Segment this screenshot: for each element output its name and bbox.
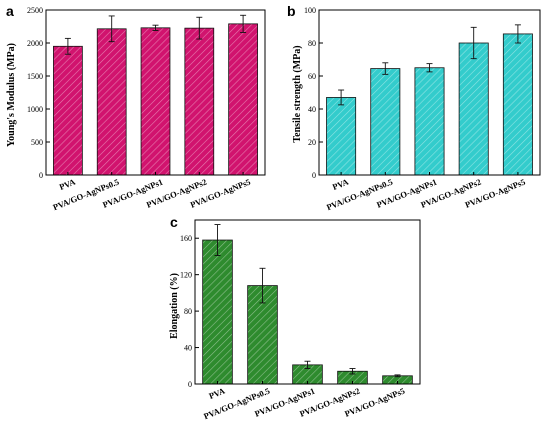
error-bar-b-0 bbox=[338, 89, 345, 106]
panel-label-c: c bbox=[170, 214, 178, 230]
error-bar-b-4 bbox=[514, 24, 521, 44]
chart-panel-b: b Tensile strength (MPa) PVAPVA/GO-AgNPs… bbox=[287, 3, 541, 212]
bar-b-3 bbox=[458, 42, 489, 176]
bar-b-1 bbox=[370, 68, 401, 176]
y-tick-label-a-5: 2500 bbox=[27, 6, 43, 15]
y-tick-label-b-1: 20 bbox=[308, 138, 316, 147]
error-bar-a-4 bbox=[240, 14, 247, 33]
y-tick-label-a-3: 1500 bbox=[27, 72, 43, 81]
y-tick-label-a-4: 2000 bbox=[27, 39, 43, 48]
bar-b-2 bbox=[414, 67, 445, 176]
y-tick-label-c-1: 40 bbox=[184, 344, 192, 353]
bar-a-3 bbox=[184, 27, 215, 176]
bar-b-0 bbox=[326, 97, 357, 176]
y-tick-label-a-2: 1000 bbox=[27, 105, 43, 114]
error-bar-b-1 bbox=[382, 62, 389, 75]
y-axis-title-a: Young's Modulus (MPa) bbox=[6, 43, 17, 147]
bar-a-1 bbox=[96, 28, 127, 176]
y-tick-label-a-1: 500 bbox=[31, 138, 43, 147]
x-tick-label-a-0: PVA bbox=[58, 176, 78, 192]
chart-panel-a: a Young's Modulus (MPa) PVAPVA/GO-AgNPs0… bbox=[6, 3, 266, 212]
y-tick-label-c-4: 160 bbox=[180, 234, 192, 243]
y-tick-label-c-0: 0 bbox=[188, 380, 192, 389]
bar-b-4 bbox=[502, 33, 533, 176]
y-axis-title-c: Elongation (%) bbox=[169, 273, 180, 339]
y-tick-label-b-3: 60 bbox=[308, 72, 316, 81]
error-bar-a-2 bbox=[152, 24, 159, 31]
y-tick-label-b-4: 80 bbox=[308, 39, 316, 48]
panel-label-b: b bbox=[287, 3, 296, 19]
bar-a-0 bbox=[53, 45, 83, 176]
bar-a-4 bbox=[228, 23, 258, 176]
x-tick-label-c-0: PVA bbox=[207, 385, 227, 401]
error-bar-a-3 bbox=[196, 16, 203, 40]
error-bar-c-0 bbox=[214, 224, 221, 256]
x-tick-label-b-0: PVA bbox=[331, 176, 351, 192]
error-bar-b-2 bbox=[426, 63, 433, 73]
error-bar-b-3 bbox=[470, 26, 477, 60]
panel-label-a: a bbox=[6, 3, 14, 19]
y-tick-label-b-5: 100 bbox=[304, 6, 316, 15]
y-tick-label-c-2: 80 bbox=[184, 307, 192, 316]
error-bar-a-0 bbox=[64, 37, 71, 55]
y-tick-label-c-3: 120 bbox=[180, 271, 192, 280]
bar-a-2 bbox=[140, 27, 171, 176]
error-bar-c-1 bbox=[259, 267, 266, 304]
y-tick-label-a-0: 0 bbox=[39, 171, 43, 180]
y-tick-label-b-0: 0 bbox=[312, 171, 316, 180]
bar-c-0 bbox=[202, 239, 233, 385]
y-axis-title-b: Tensile strength (MPa) bbox=[292, 45, 303, 142]
error-bar-c-3 bbox=[349, 368, 356, 375]
error-bar-c-4 bbox=[394, 374, 401, 378]
y-tick-label-b-2: 40 bbox=[308, 105, 316, 114]
error-bar-c-2 bbox=[304, 360, 311, 369]
error-bar-a-1 bbox=[108, 15, 115, 43]
chart-panel-c: c Elongation (%) PVAPVA/GO-AgNPs0.5PVA/G… bbox=[169, 214, 421, 421]
